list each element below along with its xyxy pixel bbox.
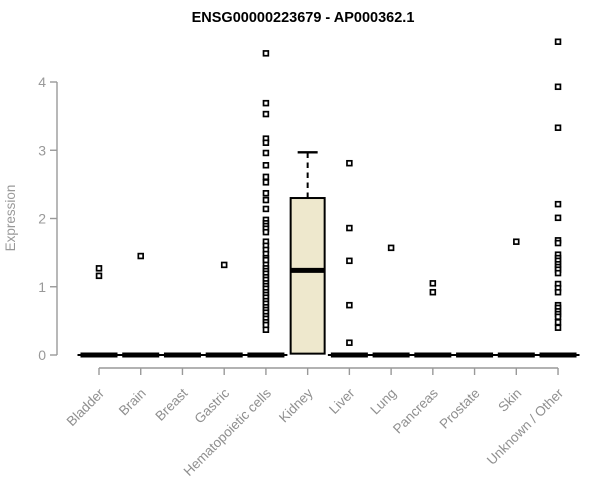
data-point <box>262 173 270 181</box>
zero-boxplot-median <box>414 352 452 358</box>
x-tick-label-prostate: Prostate <box>437 386 483 432</box>
data-point <box>346 339 353 346</box>
x-tick-label-pancreas: Pancreas <box>390 385 441 436</box>
zero-boxplot-median <box>456 352 494 358</box>
data-point <box>554 124 562 131</box>
data-point <box>346 301 353 309</box>
y-axis-label: Expression <box>3 185 18 252</box>
data-point <box>554 324 562 331</box>
y-tick-label: 2 <box>38 211 46 227</box>
data-point <box>262 228 270 236</box>
data-point <box>554 313 562 321</box>
x-tick-label-kidney: Kidney <box>276 385 316 425</box>
zero-boxplot-median <box>539 352 577 358</box>
zero-boxplot-median <box>122 352 160 358</box>
y-tick-label: 0 <box>38 347 46 363</box>
data-point <box>554 318 562 326</box>
x-tick-label-lung: Lung <box>367 386 399 418</box>
zero-boxplot-median <box>80 352 118 358</box>
chart-title: ENSG00000223679 - AP000362.1 <box>192 10 415 26</box>
zero-boxplot-median <box>372 352 410 358</box>
x-tick-label-skin: Skin <box>495 386 524 415</box>
x-tick-label-gastric: Gastric <box>191 385 232 426</box>
data-point <box>95 272 103 280</box>
y-tick-label: 1 <box>38 279 46 295</box>
data-point <box>262 196 270 204</box>
data-point <box>429 288 437 296</box>
x-tick-label-liver: Liver <box>326 385 358 417</box>
data-point <box>262 162 270 169</box>
data-point <box>262 149 270 157</box>
zero-boxplot-median <box>497 352 535 358</box>
data-point <box>513 238 520 245</box>
data-point <box>137 252 144 260</box>
data-point <box>346 257 353 265</box>
x-tick-label-brain: Brain <box>116 386 149 419</box>
data-point <box>220 261 228 269</box>
data-point <box>554 38 562 45</box>
data-point <box>262 326 270 333</box>
data-point <box>262 139 270 146</box>
y-tick-label: 4 <box>38 74 46 90</box>
data-point <box>554 200 562 208</box>
data-point <box>262 205 270 213</box>
data-point <box>387 244 395 252</box>
data-point <box>262 179 270 186</box>
x-tick-label-breast: Breast <box>152 385 190 423</box>
data-point <box>346 224 353 232</box>
zero-boxplot-median <box>205 352 243 358</box>
data-point <box>95 265 103 272</box>
data-point <box>346 159 353 167</box>
zero-boxplot-median <box>247 352 285 358</box>
data-point <box>262 110 270 118</box>
data-point <box>429 280 437 287</box>
zero-boxplot-median <box>163 352 201 358</box>
zero-boxplot-median <box>330 352 368 358</box>
data-point <box>262 99 270 107</box>
data-point <box>262 50 270 57</box>
data-point <box>554 239 562 247</box>
x-tick-label-unknown-other: Unknown / Other <box>484 385 567 468</box>
data-point <box>262 189 270 197</box>
data-point <box>554 288 562 296</box>
data-point <box>554 83 562 91</box>
data-point <box>554 214 562 222</box>
kidney-box <box>289 197 326 355</box>
x-tick-label-bladder: Bladder <box>64 385 108 429</box>
y-tick-label: 3 <box>38 142 46 158</box>
data-point <box>554 269 562 277</box>
